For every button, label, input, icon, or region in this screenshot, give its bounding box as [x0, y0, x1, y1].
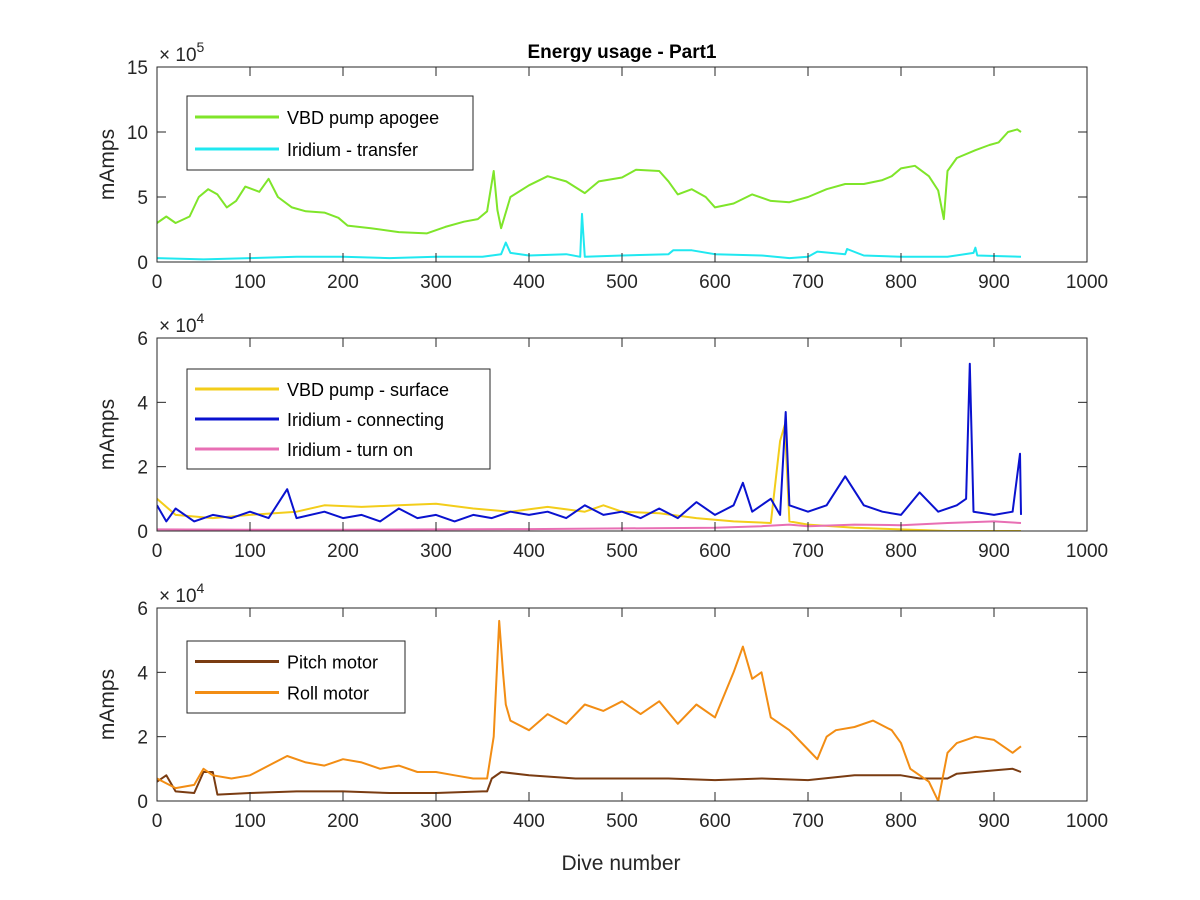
x-tick-label: 300 — [420, 811, 452, 832]
series-line-iridium-connecting — [157, 362, 1022, 523]
x-tick-label: 400 — [513, 272, 545, 293]
series-group — [157, 362, 1022, 531]
legend-entry-label: Iridium - turn on — [287, 440, 413, 460]
y-tick-label: 15 — [127, 58, 148, 79]
y-tick-label: 6 — [137, 599, 148, 620]
x-tick-label: 700 — [792, 272, 824, 293]
y-tick-label: 6 — [137, 329, 148, 350]
x-tick-label: 400 — [513, 541, 545, 562]
legend-entry-label: Roll motor — [287, 684, 369, 704]
x-tick-label: 900 — [978, 811, 1010, 832]
x-tick-label: 800 — [885, 272, 917, 293]
x-tick-label: 600 — [699, 541, 731, 562]
x-tick-label: 0 — [152, 272, 163, 293]
legend: VBD pump - surface Iridium - connecting Ir… — [186, 368, 491, 470]
y-tick-label: 0 — [137, 522, 148, 543]
legend-box — [186, 95, 474, 171]
x-tick-label: 1000 — [1066, 811, 1108, 832]
legend-entry-label: Iridium - connecting — [287, 410, 444, 430]
x-axis-label: Dive number — [561, 852, 680, 875]
series-line-vbd-pump-apogee — [157, 128, 1022, 235]
x-tick-label: 200 — [327, 272, 359, 293]
series-line-iridium-turn-on — [157, 520, 1022, 531]
y-tick-label: 0 — [137, 253, 148, 274]
x-tick-label: 100 — [234, 272, 266, 293]
x-tick-label: 800 — [885, 811, 917, 832]
legend-entry-label: Pitch motor — [287, 653, 378, 673]
x-tick-label: 500 — [606, 272, 638, 293]
y-tick-label: 2 — [137, 458, 148, 479]
series-group — [157, 128, 1022, 261]
chart-panel-2: 0 100 200 300 400 500 600 700 800 900 1000 0 2 4 6 × 10… — [96, 310, 1108, 562]
x-tick-label: 200 — [327, 541, 359, 562]
legend-entry-label: VBD pump apogee — [287, 108, 439, 128]
y-multiplier-label: × 104 — [159, 310, 205, 337]
x-tick-label: 300 — [420, 541, 452, 562]
x-tick-label: 0 — [152, 541, 163, 562]
y-tick-label: 10 — [127, 123, 148, 144]
y-tick-label: 5 — [137, 188, 148, 209]
y-axis-label: mAmps — [96, 399, 119, 470]
legend: VBD pump apogee Iridium - transfer — [186, 95, 474, 171]
series-line-vbd-pump-surface — [157, 423, 1021, 531]
y-axis-label: mAmps — [96, 129, 119, 200]
chart-panel-1: 0 100 200 300 400 500 600 700 800 900 1000 0 5 10 15 × … — [96, 39, 1108, 293]
x-tick-label: 600 — [699, 811, 731, 832]
legend: Pitch motor Roll motor — [186, 640, 406, 714]
y-tick-label: 4 — [137, 663, 148, 684]
x-tick-label: 1000 — [1066, 272, 1108, 293]
x-tick-label: 900 — [978, 541, 1010, 562]
legend-box — [186, 640, 406, 714]
x-tick-label: 100 — [234, 541, 266, 562]
x-tick-label: 300 — [420, 272, 452, 293]
y-tick-label: 4 — [137, 393, 148, 414]
series-line-iridium-transfer — [157, 212, 1022, 261]
y-multiplier-label: × 104 — [159, 580, 205, 607]
x-tick-label: 700 — [792, 541, 824, 562]
x-tick-label: 600 — [699, 272, 731, 293]
x-tick-label: 900 — [978, 272, 1010, 293]
x-tick-label: 0 — [152, 811, 163, 832]
x-tick-label: 100 — [234, 811, 266, 832]
x-tick-label: 800 — [885, 541, 917, 562]
y-axis-label: mAmps — [96, 669, 119, 740]
chart-title: Energy usage - Part1 — [527, 42, 716, 63]
x-tick-label: 400 — [513, 811, 545, 832]
legend-entry-label: VBD pump - surface — [287, 380, 449, 400]
x-tick-label: 500 — [606, 811, 638, 832]
legend-entry-label: Iridium - transfer — [287, 140, 418, 160]
x-tick-label: 500 — [606, 541, 638, 562]
series-line-roll-motor — [157, 619, 1022, 801]
x-tick-label: 200 — [327, 811, 359, 832]
y-tick-label: 2 — [137, 728, 148, 749]
chart-panel-3: 0 100 200 300 400 500 600 700 800 900 1000 0 2 4 6 × 10… — [96, 580, 1108, 875]
x-tick-label: 700 — [792, 811, 824, 832]
y-multiplier-label: × 105 — [159, 39, 205, 66]
x-tick-label: 1000 — [1066, 541, 1108, 562]
y-tick-label: 0 — [137, 792, 148, 813]
series-group — [157, 619, 1022, 801]
